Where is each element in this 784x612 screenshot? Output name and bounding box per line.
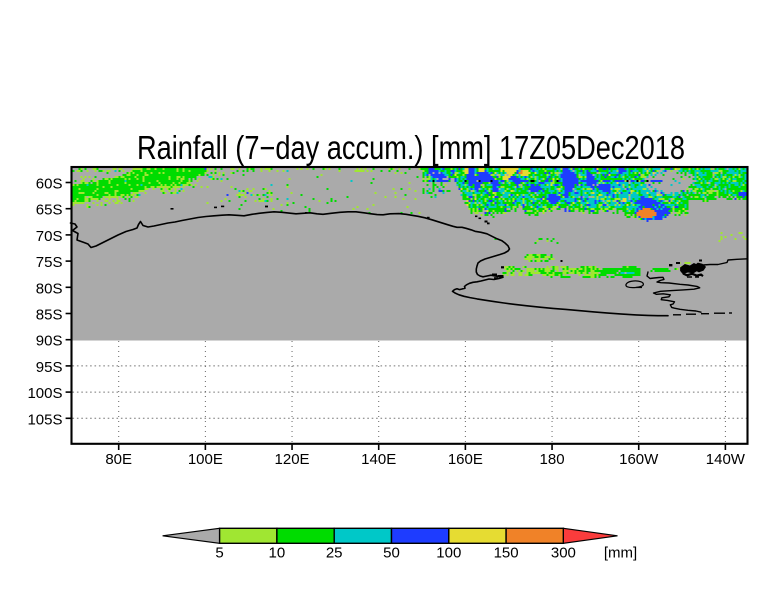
svg-text:90S: 90S xyxy=(36,333,63,350)
svg-text:Rainfall (7−day accum.) [mm] 1: Rainfall (7−day accum.) [mm] 17Z05Dec201… xyxy=(137,129,685,166)
svg-text:50: 50 xyxy=(383,545,400,562)
svg-text:160E: 160E xyxy=(448,451,483,468)
svg-text:10: 10 xyxy=(269,545,286,562)
svg-text:180: 180 xyxy=(540,451,565,468)
svg-text:65S: 65S xyxy=(36,202,63,219)
svg-text:95S: 95S xyxy=(36,359,63,376)
svg-text:[mm]: [mm] xyxy=(604,545,637,562)
svg-text:85S: 85S xyxy=(36,307,63,324)
svg-text:160W: 160W xyxy=(619,451,659,468)
svg-text:70S: 70S xyxy=(36,228,63,245)
svg-text:300: 300 xyxy=(551,545,576,562)
svg-text:60S: 60S xyxy=(36,176,63,193)
svg-text:140E: 140E xyxy=(361,451,396,468)
svg-text:5: 5 xyxy=(215,545,223,562)
svg-text:150: 150 xyxy=(494,545,519,562)
svg-text:100S: 100S xyxy=(27,385,62,402)
svg-text:100E: 100E xyxy=(188,451,223,468)
svg-text:120E: 120E xyxy=(275,451,310,468)
svg-text:75S: 75S xyxy=(36,254,63,271)
svg-text:80S: 80S xyxy=(36,280,63,297)
svg-text:105S: 105S xyxy=(27,411,62,428)
svg-text:140W: 140W xyxy=(706,451,746,468)
svg-text:100: 100 xyxy=(436,545,461,562)
svg-text:25: 25 xyxy=(326,545,343,562)
svg-text:80E: 80E xyxy=(105,451,132,468)
